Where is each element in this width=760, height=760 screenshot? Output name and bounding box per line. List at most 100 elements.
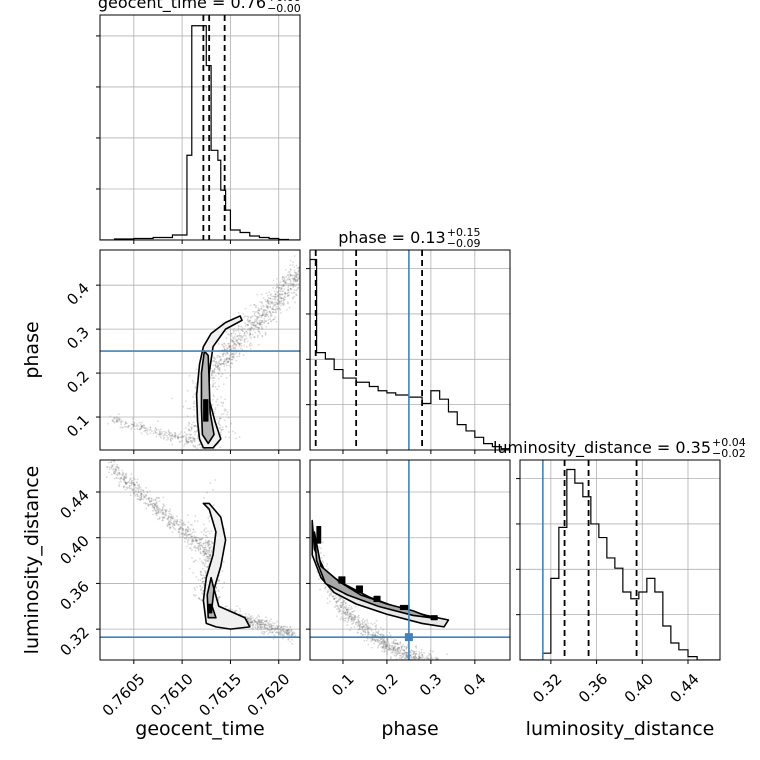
sample-point (497, 681, 499, 683)
sample-point (230, 348, 233, 351)
sample-point (152, 502, 155, 505)
sample-point (489, 679, 491, 681)
sample-point (487, 676, 489, 678)
sample-point (293, 271, 296, 274)
sample-point (267, 305, 270, 308)
sample-point (282, 279, 285, 282)
sample-point (186, 514, 189, 516)
sample-point (275, 286, 278, 289)
sample-point (224, 398, 227, 401)
sample-point (502, 682, 504, 684)
sample-point (185, 436, 187, 439)
sample-point (457, 668, 459, 670)
sample-point (198, 543, 201, 545)
sample-point (158, 507, 161, 510)
sample-point (173, 433, 176, 436)
sample-point (489, 680, 491, 682)
sample-point (434, 656, 436, 659)
sample-point (268, 623, 271, 626)
sample-point (126, 487, 129, 490)
sample-point (157, 507, 160, 509)
sample-point (169, 440, 172, 443)
sample-point (503, 680, 505, 682)
sample-point (158, 429, 160, 431)
sample-point (443, 667, 445, 669)
sample-point (498, 687, 500, 689)
sample-point (218, 360, 220, 363)
sample-point (324, 587, 326, 590)
sample-point (259, 623, 261, 626)
sample-point (235, 339, 238, 342)
sample-point (147, 497, 150, 500)
sample-point (392, 640, 395, 642)
sample-point (429, 653, 432, 655)
sample-point (220, 413, 223, 416)
sample-point (271, 628, 274, 630)
sample-point (179, 526, 182, 529)
sample-point (448, 669, 450, 671)
sample-point (444, 666, 446, 668)
sample-point (361, 621, 364, 624)
sample-point (181, 519, 184, 522)
sample-point (444, 667, 446, 669)
sample-point (383, 641, 386, 644)
sample-point (499, 673, 501, 675)
sample-point (205, 558, 208, 561)
sample-point (385, 644, 388, 647)
sample-point (383, 647, 386, 649)
sample-point (250, 326, 253, 329)
panel-border (99, 14, 301, 241)
sample-point (374, 640, 377, 642)
sample-point (206, 551, 209, 554)
sample-point (258, 615, 261, 618)
sample-point (357, 615, 360, 618)
sample-point (418, 665, 420, 667)
sample-point (443, 670, 445, 672)
x-tick-label: 0.7605 (99, 670, 149, 720)
sample-point (257, 626, 260, 629)
sample-point (192, 529, 195, 531)
sample-point (291, 633, 293, 636)
sample-point (120, 477, 122, 480)
sample-point (238, 334, 241, 337)
sample-point (462, 672, 464, 674)
sample-point (163, 516, 166, 519)
sample-point (122, 474, 124, 477)
sample-point (461, 670, 463, 672)
sample-point (391, 645, 394, 648)
sample-point (162, 505, 165, 508)
sample-point (184, 533, 186, 536)
sample-point (371, 633, 374, 636)
sample-point (112, 419, 115, 422)
sample-point (375, 624, 378, 627)
sample-point (279, 296, 282, 298)
sample-point (342, 601, 345, 604)
sample-point (207, 543, 210, 546)
sample-point (275, 310, 277, 313)
sample-point (163, 433, 166, 436)
sample-point (384, 644, 387, 646)
sample-point (499, 686, 501, 688)
sample-point (187, 428, 190, 431)
sample-point (359, 624, 361, 627)
sample-point (465, 672, 467, 674)
sample-point (453, 667, 455, 669)
x-tick-label: 0.1 (328, 670, 358, 700)
sample-point (262, 311, 264, 314)
sample-point (375, 638, 377, 641)
sample-point (258, 313, 261, 316)
sample-point (200, 587, 203, 590)
sample-point (177, 531, 180, 534)
sample-point (500, 677, 502, 679)
sample-point (162, 512, 165, 515)
sample-point (223, 348, 226, 351)
sample-point (382, 628, 385, 631)
sample-point (292, 283, 294, 286)
sample-point (239, 339, 242, 342)
sample-point (275, 290, 278, 293)
sample-point (454, 673, 456, 675)
sample-point (131, 489, 134, 492)
sample-point (227, 360, 230, 363)
sample-point (362, 630, 365, 633)
sample-point (395, 654, 398, 657)
